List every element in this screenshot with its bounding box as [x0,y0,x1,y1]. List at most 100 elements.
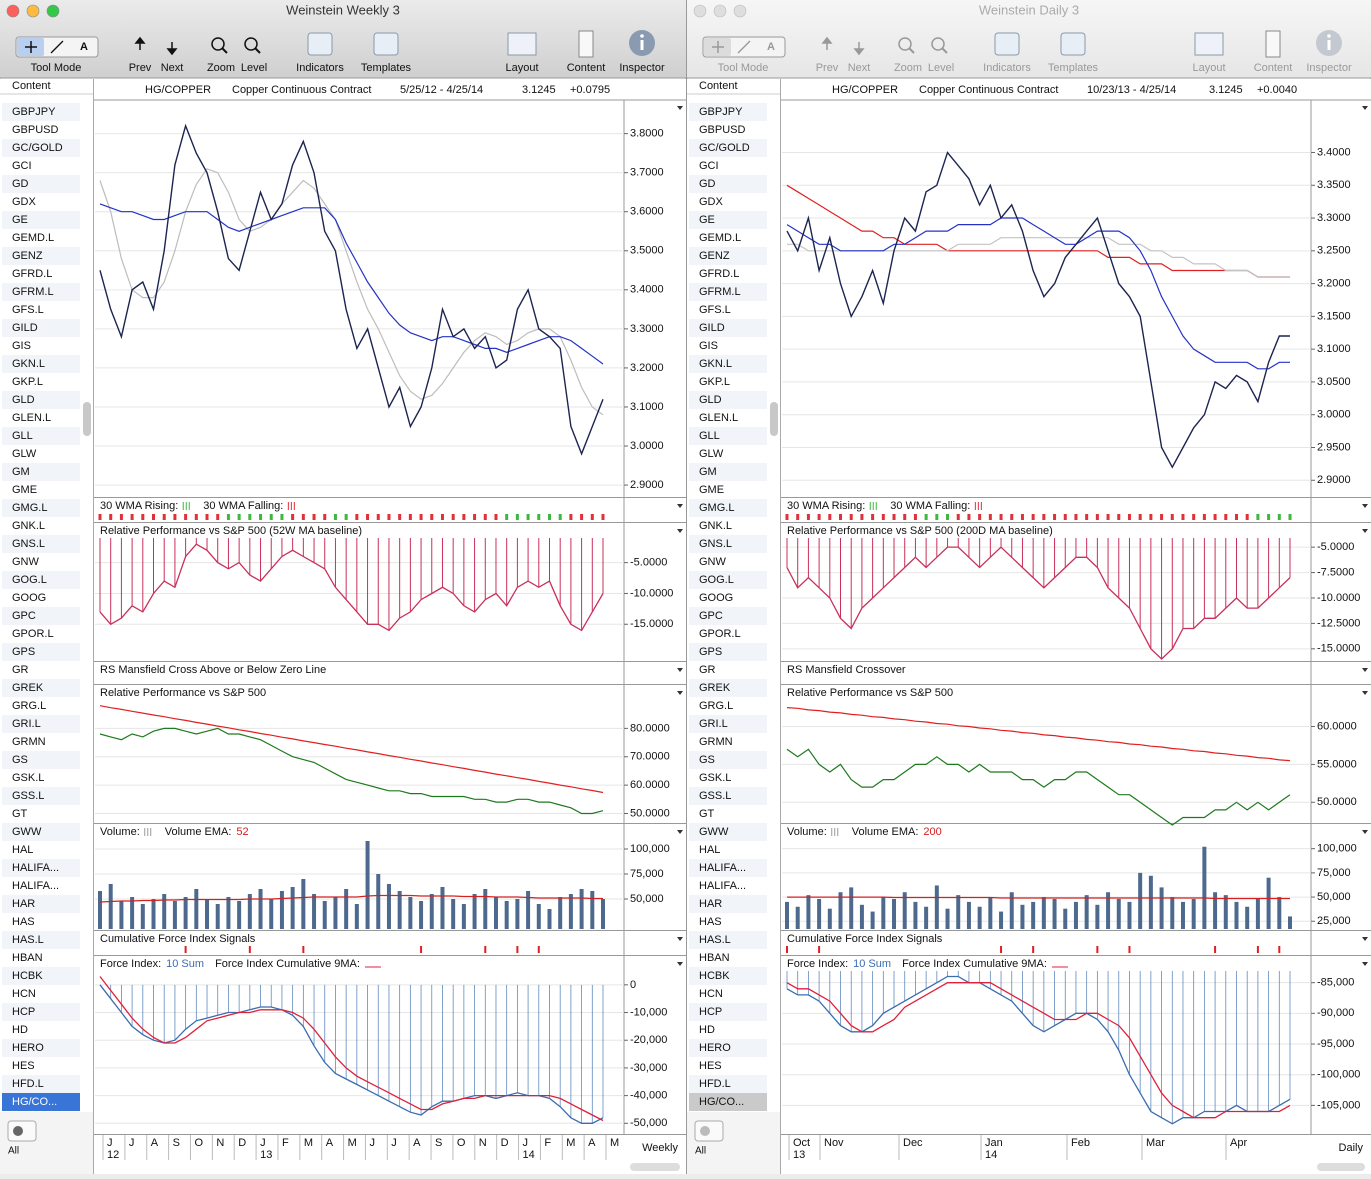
sidebar-item[interactable]: HAR [699,898,722,910]
sidebar-item[interactable]: GPOR.L [699,628,741,640]
zoom-icon[interactable] [211,37,225,51]
window-button[interactable] [733,4,747,18]
sidebar-item[interactable]: GDX [699,196,724,208]
sidebar-item[interactable]: GRG.L [699,700,733,712]
sidebar-item[interactable]: GS [12,754,28,766]
sidebar-row[interactable] [2,355,80,373]
sidebar-item[interactable]: GENZ [12,250,43,262]
sidebar-row[interactable] [2,229,80,247]
sidebar-row[interactable] [2,337,80,355]
panel-menu-arrow[interactable] [677,106,683,110]
sidebar-item[interactable]: GLW [12,448,37,460]
sidebar-row[interactable] [2,319,80,337]
sidebar-row[interactable] [689,607,767,625]
zoom-icon[interactable] [931,37,945,51]
prev-icon[interactable] [134,36,146,50]
sidebar-row[interactable] [2,247,80,265]
sidebar-item[interactable]: GC/GOLD [699,142,750,154]
h-scrollbar[interactable] [1317,1163,1365,1171]
sidebar-row[interactable] [2,769,80,787]
sidebar-row[interactable] [2,373,80,391]
sidebar-item[interactable]: HD [699,1024,715,1036]
toolbar-icon[interactable] [994,32,1020,56]
sidebar-item[interactable]: HCBK [12,970,43,982]
sidebar-item[interactable]: GRI.L [699,718,728,730]
sidebar-item[interactable]: GILD [12,322,38,334]
sidebar-item[interactable]: GRMN [12,736,46,748]
toolbar-label[interactable]: Content [1254,62,1293,74]
sidebar-item[interactable]: GOOG [699,592,733,604]
content-icon[interactable] [1265,30,1281,58]
sidebar-row[interactable] [689,139,767,157]
sidebar-item[interactable]: HFD.L [12,1078,44,1090]
window-button[interactable] [713,4,727,18]
sidebar-item[interactable]: GD [699,178,716,190]
sidebar-row[interactable] [689,895,767,913]
sidebar-item[interactable]: HALIFA... [12,880,59,892]
sidebar-item[interactable]: GWW [699,826,729,838]
sidebar-row[interactable] [2,409,80,427]
sidebar-item[interactable]: GEMD.L [699,232,741,244]
zoom-icon[interactable] [244,37,258,51]
sidebar-row[interactable] [2,283,80,301]
sidebar-item[interactable]: GFRM.L [699,286,741,298]
window-button[interactable] [46,4,60,18]
zoom-icon[interactable] [898,37,912,51]
sidebar-item[interactable]: HES [12,1060,35,1072]
sidebar-row[interactable] [2,697,80,715]
sidebar-item[interactable]: HCBK [699,970,730,982]
panel-menu-arrow[interactable] [1362,504,1368,508]
sidebar-item[interactable]: GD [12,178,29,190]
toolbar-icon[interactable] [1060,32,1086,56]
sidebar-row[interactable] [689,877,767,895]
sidebar-row[interactable] [689,859,767,877]
sidebar-row[interactable] [689,823,767,841]
sidebar-item[interactable]: GFS.L [699,304,731,316]
toolbar-label[interactable]: Level [928,62,954,74]
sidebar-item[interactable]: GNW [699,556,727,568]
sidebar-item[interactable]: GE [699,214,715,226]
sidebar-row[interactable] [2,571,80,589]
toolbar-label[interactable]: Indicators [983,62,1031,74]
sidebar-row[interactable] [689,985,767,1003]
sidebar-row[interactable] [2,265,80,283]
sidebar-footer-label[interactable]: All [8,1146,19,1157]
sidebar-item[interactable]: GR [699,664,716,676]
sidebar-item[interactable]: GLD [699,394,722,406]
sidebar-row[interactable] [2,805,80,823]
layout-icon[interactable] [1194,32,1224,56]
sidebar-item[interactable]: GKP.L [699,376,730,388]
sidebar-item[interactable]: GENZ [699,250,730,262]
sidebar-row[interactable] [689,769,767,787]
sidebar-item[interactable]: HAL [12,844,33,856]
toolbar-label[interactable]: Layout [1192,62,1225,74]
sidebar-item[interactable]: HALIFA... [12,862,59,874]
sidebar-item[interactable]: GPOR.L [12,628,54,640]
toolbar-label[interactable]: Zoom [207,62,235,74]
sidebar-row[interactable] [2,661,80,679]
sidebar-row[interactable] [689,301,767,319]
panel-menu-arrow[interactable] [677,937,683,941]
toolbar-label[interactable]: Level [241,62,267,74]
sidebar-row[interactable] [2,607,80,625]
sidebar-item[interactable]: HCP [699,1006,722,1018]
sidebar-item[interactable]: GIS [699,340,718,352]
sidebar-item[interactable]: GOG.L [699,574,734,586]
sidebar-row[interactable] [689,643,767,661]
sidebar-row[interactable] [689,445,767,463]
period-label[interactable]: Daily [1339,1142,1364,1154]
sidebar-scroll-thumb[interactable] [83,402,91,436]
sidebar-item[interactable]: GREK [699,682,731,694]
sidebar-item[interactable]: GCI [12,160,32,172]
sidebar-row[interactable] [689,751,767,769]
sidebar-row[interactable] [2,391,80,409]
sidebar-row[interactable] [2,931,80,949]
sidebar-row[interactable] [689,805,767,823]
next-icon[interactable] [853,42,865,56]
sidebar-row[interactable] [2,481,80,499]
sidebar-item[interactable]: GNS.L [699,538,732,550]
toolbar-label[interactable]: Next [848,62,871,74]
sidebar-row[interactable] [689,553,767,571]
sidebar-row[interactable] [689,157,767,175]
sidebar-item[interactable]: GBPUSD [699,124,746,136]
